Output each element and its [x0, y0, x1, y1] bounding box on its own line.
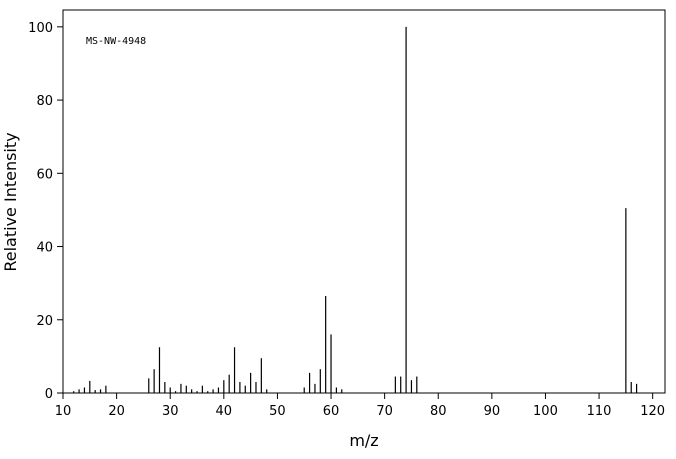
x-tick-label: 70	[376, 404, 393, 419]
y-tick-label: 40	[36, 241, 53, 256]
x-tick-label: 80	[430, 404, 447, 419]
x-tick-label: 110	[587, 404, 612, 419]
x-tick-label: 60	[323, 404, 340, 419]
annotation: MS-NW-4948	[86, 36, 146, 47]
x-tick-label: 10	[55, 404, 72, 419]
y-tick-label: 100	[28, 21, 53, 36]
x-tick-label: 30	[162, 404, 179, 419]
y-tick-label: 20	[36, 314, 53, 329]
x-tick-label: 20	[108, 404, 125, 419]
y-tick-label: 0	[45, 387, 53, 402]
y-axis-label: Relative Intensity	[1, 132, 20, 271]
x-tick-label: 50	[269, 404, 286, 419]
x-tick-label: 100	[533, 404, 558, 419]
x-axis-label: m/z	[349, 431, 378, 450]
y-tick-label: 60	[36, 167, 53, 182]
x-tick-label: 40	[216, 404, 233, 419]
x-tick-label: 120	[640, 404, 665, 419]
plot-frame	[62, 9, 666, 394]
x-tick-label: 90	[484, 404, 501, 419]
y-tick-label: 80	[36, 94, 53, 109]
